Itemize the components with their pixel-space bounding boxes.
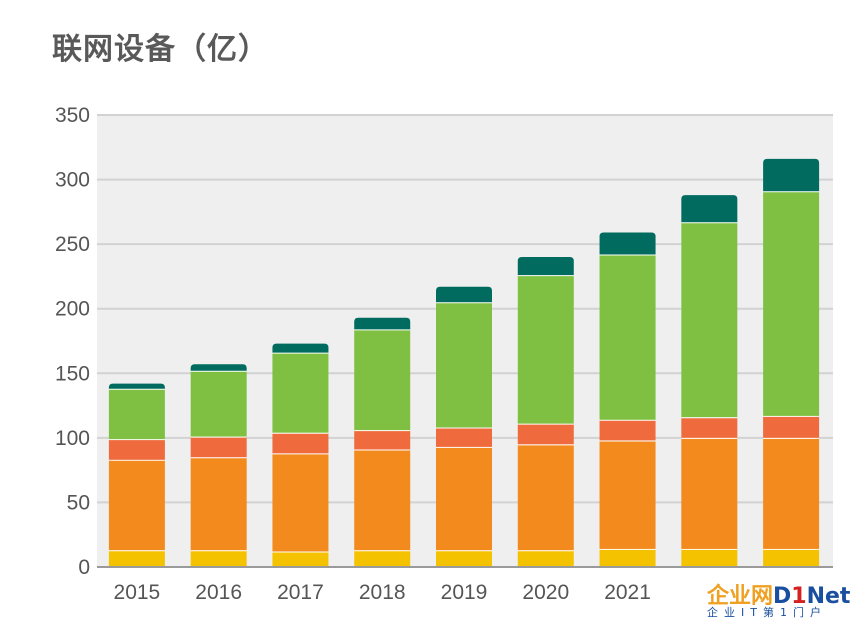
bar-segment: [763, 415, 820, 438]
bar-segment: [436, 427, 492, 447]
bar-segment: [272, 343, 329, 353]
bar-segment: [108, 439, 165, 460]
x-tick-label: 2018: [359, 581, 406, 604]
bar-segment: [190, 364, 247, 371]
bar-segment: [763, 158, 820, 192]
bar-stack-2017: [272, 343, 329, 567]
bar-stack-2018: [354, 317, 411, 567]
bar-segment: [517, 423, 574, 445]
bar-stack-2021: [599, 232, 656, 567]
bar-segment: [108, 388, 165, 440]
bar-segment: [190, 370, 247, 437]
bar-stack-2020: [517, 257, 574, 567]
y-tick-label: 350: [55, 104, 90, 127]
bar-segment: [599, 548, 656, 567]
watermark-cn: 企业网: [707, 584, 774, 609]
bar-segment: [681, 437, 738, 549]
bar-segment: [681, 417, 738, 438]
watermark-d: D: [773, 584, 792, 609]
bar-segment: [599, 440, 656, 549]
watermark-logo: 企业网D1Net 企业IT第1门户: [703, 578, 866, 621]
y-tick-label: 200: [55, 298, 90, 321]
x-tick-label: 2019: [441, 581, 488, 604]
bar-segment: [681, 195, 738, 223]
bar-segment: [354, 317, 411, 330]
bar-stack-2022: [681, 195, 738, 567]
bar-stack-2023: [763, 158, 820, 567]
chart-title: 联网设备（亿）: [52, 32, 269, 67]
bar-segment: [763, 437, 820, 549]
axes: 0 50 100 150 200 250 300 350 2015 2016 2017 2018 201…: [55, 104, 833, 604]
bars: [108, 158, 820, 567]
bar-segment: [681, 548, 738, 567]
x-tick-label: 2020: [522, 581, 569, 604]
bar-segment: [354, 550, 411, 567]
bar-segment: [599, 419, 656, 441]
bar-segment: [436, 302, 492, 428]
bar-segment: [763, 191, 820, 416]
y-tick-label: 150: [55, 362, 90, 385]
bar-segment: [190, 436, 247, 458]
bar-segment: [517, 257, 574, 276]
bar-segment: [354, 329, 411, 431]
bar-segment: [436, 446, 492, 551]
y-tick-label: 50: [67, 491, 90, 514]
bar-segment: [599, 232, 656, 255]
watermark-subtitle: 企业IT第1门户: [707, 606, 827, 619]
bar-segment: [599, 254, 656, 420]
x-tick-label: 2021: [604, 581, 651, 604]
bar-segment: [436, 550, 492, 567]
bar-stack-2016: [190, 364, 247, 567]
x-tick-label: 2017: [277, 581, 324, 604]
bar-segment: [272, 432, 329, 454]
bar-stack-2015: [108, 383, 165, 567]
watermark-one: 1: [791, 584, 807, 609]
bar-segment: [108, 383, 165, 389]
bar-segment: [272, 453, 329, 552]
x-tick-label: 2016: [195, 581, 242, 604]
bar-segment: [517, 550, 574, 567]
y-tick-label: 250: [55, 233, 90, 256]
bar-segment: [190, 457, 247, 551]
bar-segment: [763, 548, 820, 567]
bar-stack-2019: [436, 286, 492, 567]
bar-segment: [272, 352, 329, 433]
x-tick-label: 2015: [114, 581, 161, 604]
bar-segment: [517, 444, 574, 551]
y-tick-label: 300: [55, 169, 90, 192]
bar-segment: [190, 550, 247, 567]
bar-segment: [681, 222, 738, 418]
watermark-net: Net: [806, 584, 851, 609]
bar-segment: [272, 551, 329, 567]
y-tick-label: 0: [78, 556, 90, 579]
bar-segment: [436, 286, 492, 303]
bar-segment: [517, 275, 574, 424]
bar-segment: [354, 430, 411, 450]
y-tick-label: 100: [55, 427, 90, 450]
bar-segment: [354, 449, 411, 551]
bar-segment: [108, 550, 165, 567]
bar-segment: [108, 459, 165, 551]
